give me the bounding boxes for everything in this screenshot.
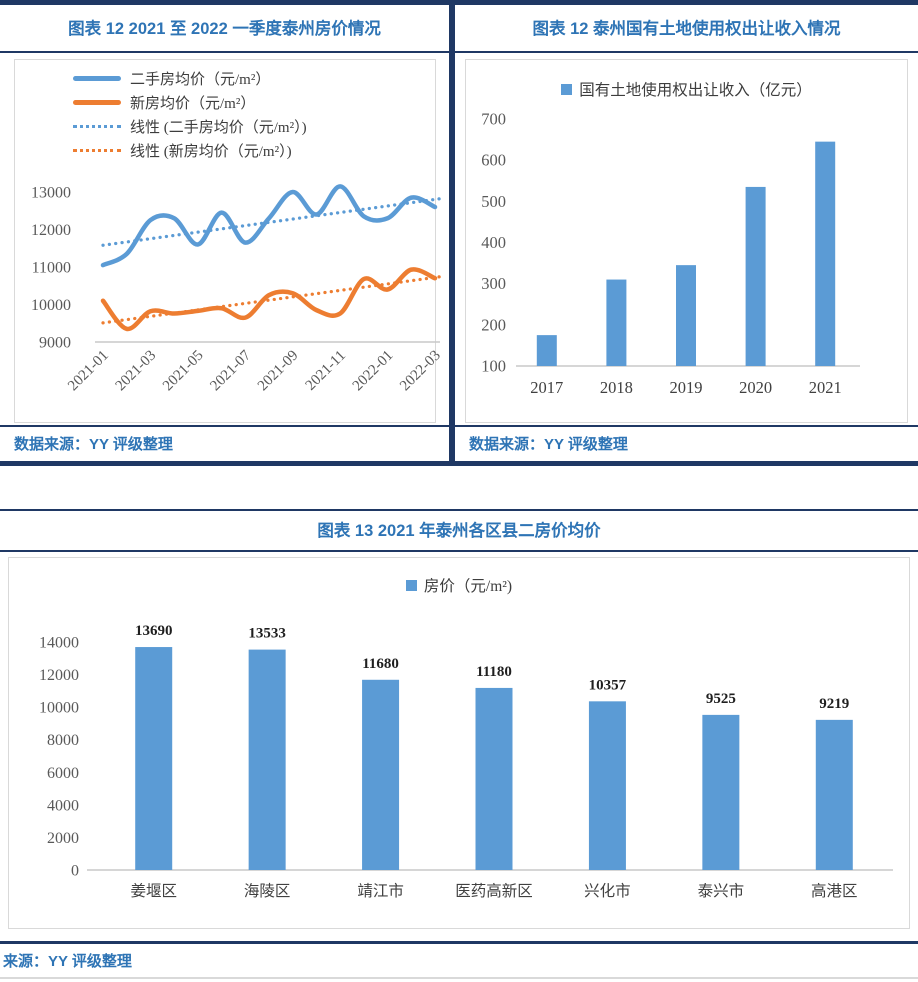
land-legend-label: 国有土地使用权出让收入（亿元）	[579, 82, 812, 99]
svg-text:14000: 14000	[39, 635, 79, 652]
legend-dotted-sample	[73, 148, 121, 152]
svg-text:100: 100	[481, 357, 506, 376]
svg-text:600: 600	[481, 151, 506, 170]
svg-text:2019: 2019	[670, 378, 703, 397]
legend-item: 线性 (新房均价（元/m²）)	[73, 138, 435, 162]
svg-text:9219: 9219	[819, 696, 849, 712]
svg-text:9000: 9000	[39, 335, 71, 352]
svg-text:2000: 2000	[47, 830, 79, 847]
house-price-panel-title: 图表 12 2021 至 2022 一季度泰州房价情况	[0, 5, 449, 53]
bottom-rule	[0, 977, 918, 979]
legend-item-label: 二手房均价（元/m²）	[130, 71, 271, 88]
svg-text:300: 300	[481, 274, 506, 293]
svg-text:姜堰区: 姜堰区	[130, 882, 177, 900]
svg-text:12000: 12000	[39, 667, 79, 684]
svg-text:2021-09: 2021-09	[255, 348, 302, 395]
house-price-panel: 图表 12 2021 至 2022 一季度泰州房价情况 二手房均价（元/m²） 新…	[0, 5, 455, 461]
svg-text:2021-07: 2021-07	[207, 347, 254, 394]
svg-text:500: 500	[481, 192, 506, 211]
svg-text:6000: 6000	[47, 765, 79, 782]
land-chart-legend: 国有土地使用权出让收入（亿元）	[466, 78, 907, 100]
line-chart-box: 二手房均价（元/m²） 新房均价（元/m²） 线性 (二手房均价（元/m²）) 线性 …	[14, 59, 441, 423]
svg-text:2021-03: 2021-03	[113, 348, 160, 395]
district-bar-svg: 0 2000 4000 6000 8000 10000 12000 14000 姜堰区 13690…	[39, 623, 893, 900]
svg-text:0: 0	[71, 863, 79, 880]
svg-text:海陵区: 海陵区	[244, 882, 291, 900]
svg-text:2021: 2021	[809, 378, 842, 397]
svg-text:10357: 10357	[589, 677, 627, 693]
land-bar-svg: 100 200 300 400 500 600 700 2017 2018 2019 2020 202…	[481, 110, 860, 397]
legend-item-label: 线性 (二手房均价（元/m²）)	[130, 119, 307, 136]
legend-item-label: 线性 (新房均价（元/m²）)	[130, 143, 292, 160]
land-income-source-note: 数据来源：YY 评级整理	[455, 425, 918, 461]
svg-text:2021-01: 2021-01	[65, 348, 112, 395]
svg-text:兴化市: 兴化市	[584, 882, 631, 900]
svg-text:高港区: 高港区	[811, 882, 858, 900]
svg-text:10000: 10000	[39, 700, 79, 717]
source-divider-line	[0, 941, 918, 944]
legend-square-icon	[561, 83, 573, 95]
line-chart-legend: 二手房均价（元/m²） 新房均价（元/m²） 线性 (二手房均价（元/m²）) 线性 …	[73, 66, 435, 162]
svg-text:2020: 2020	[739, 378, 772, 397]
district-chart-legend: 房价（元/m²)	[9, 574, 909, 596]
district-price-panel-title: 图表 13 2021 年泰州各区县二房价均价	[0, 511, 918, 552]
land-income-panel: 图表 12 泰州国有土地使用权出让收入情况 国有土地使用权出让收入（亿元） 10…	[455, 5, 918, 461]
bottom-figure-section: 图表 13 2021 年泰州各区县二房价均价 房价（元/m²) 0 2000 400…	[0, 509, 918, 979]
svg-text:13000: 13000	[31, 185, 71, 202]
legend-item: 新房均价（元/m²）	[73, 90, 435, 114]
legend-item: 线性 (二手房均价（元/m²）)	[73, 114, 435, 138]
legend-item-label: 新房均价（元/m²）	[130, 95, 256, 112]
top-figure-section: 图表 12 2021 至 2022 一季度泰州房价情况 二手房均价（元/m²） 新…	[0, 0, 918, 466]
svg-text:2018: 2018	[600, 378, 633, 397]
land-income-panel-title: 图表 12 泰州国有土地使用权出让收入情况	[455, 5, 918, 53]
svg-text:400: 400	[481, 233, 506, 252]
svg-text:8000: 8000	[47, 732, 79, 749]
svg-text:13690: 13690	[135, 623, 173, 639]
district-bar-chart-box: 房价（元/m²) 0 2000 4000 6000 8000 10000 12000 1400…	[8, 557, 910, 929]
svg-text:2022-03: 2022-03	[397, 348, 441, 395]
district-source-note: 来源：YY 评级整理	[3, 953, 132, 970]
legend-line-sample	[73, 75, 121, 81]
legend-dotted-sample	[73, 124, 121, 128]
svg-text:10000: 10000	[31, 297, 71, 314]
svg-text:11000: 11000	[32, 260, 71, 277]
house-price-source-note: 数据来源：YY 评级整理	[0, 425, 449, 461]
land-bar-chart-box: 国有土地使用权出让收入（亿元） 100 200 300 400 500 600 700 201…	[465, 59, 908, 423]
svg-text:医药高新区: 医药高新区	[455, 882, 533, 900]
svg-text:11180: 11180	[476, 664, 512, 680]
svg-text:700: 700	[481, 110, 506, 129]
svg-text:2022-01: 2022-01	[350, 348, 397, 395]
svg-text:2021-11: 2021-11	[303, 348, 349, 394]
svg-text:靖江市: 靖江市	[357, 882, 404, 900]
svg-text:9525: 9525	[706, 691, 736, 707]
legend-line-sample	[73, 99, 121, 105]
district-legend-label: 房价（元/m²)	[423, 578, 513, 595]
svg-text:13533: 13533	[248, 626, 286, 642]
svg-text:2021-05: 2021-05	[160, 348, 207, 395]
legend-item: 二手房均价（元/m²）	[73, 66, 435, 90]
svg-text:4000: 4000	[47, 797, 79, 814]
svg-text:11680: 11680	[362, 656, 399, 672]
svg-text:泰兴市: 泰兴市	[698, 882, 745, 900]
legend-square-icon	[405, 579, 417, 591]
svg-text:12000: 12000	[31, 222, 71, 239]
svg-text:200: 200	[481, 315, 506, 334]
svg-text:2017: 2017	[530, 378, 563, 397]
